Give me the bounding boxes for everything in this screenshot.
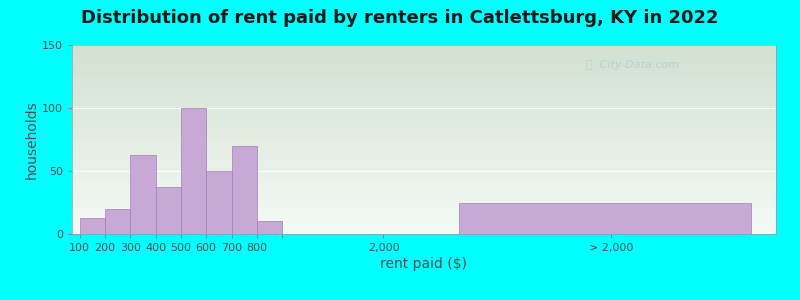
Bar bbox=[72, 79, 776, 83]
Bar bbox=[72, 94, 776, 98]
Bar bbox=[72, 64, 776, 68]
Bar bbox=[72, 204, 776, 208]
Bar bbox=[72, 215, 776, 219]
Bar bbox=[72, 151, 776, 154]
Bar bbox=[72, 56, 776, 60]
X-axis label: rent paid ($): rent paid ($) bbox=[381, 257, 467, 271]
Bar bbox=[155, 188, 181, 234]
Bar bbox=[72, 166, 776, 170]
Bar bbox=[72, 192, 776, 196]
Bar bbox=[206, 171, 231, 234]
Text: ⦿  City-Data.com: ⦿ City-Data.com bbox=[586, 60, 679, 70]
Bar bbox=[72, 230, 776, 234]
Bar bbox=[72, 98, 776, 102]
Bar bbox=[72, 102, 776, 106]
Bar bbox=[72, 140, 776, 143]
Bar bbox=[72, 147, 776, 151]
Bar bbox=[105, 209, 130, 234]
Bar bbox=[72, 162, 776, 166]
Bar bbox=[72, 113, 776, 117]
Bar bbox=[72, 52, 776, 56]
Bar bbox=[72, 189, 776, 192]
Bar bbox=[72, 181, 776, 185]
Bar bbox=[72, 185, 776, 189]
Bar bbox=[72, 49, 776, 52]
Bar bbox=[72, 90, 776, 94]
Bar bbox=[72, 173, 776, 177]
Bar bbox=[231, 146, 257, 234]
Bar bbox=[72, 45, 776, 49]
Bar bbox=[72, 117, 776, 121]
Bar bbox=[72, 83, 776, 87]
Bar bbox=[72, 128, 776, 132]
Bar bbox=[72, 154, 776, 158]
Bar bbox=[72, 132, 776, 136]
Bar bbox=[257, 221, 282, 234]
Bar bbox=[72, 223, 776, 226]
Bar bbox=[72, 71, 776, 75]
Bar bbox=[72, 106, 776, 109]
Bar bbox=[72, 226, 776, 230]
Bar bbox=[72, 219, 776, 223]
Bar bbox=[72, 211, 776, 215]
Bar bbox=[130, 154, 155, 234]
Text: Distribution of rent paid by renters in Catlettsburg, KY in 2022: Distribution of rent paid by renters in … bbox=[82, 9, 718, 27]
Bar bbox=[72, 208, 776, 211]
Bar bbox=[72, 87, 776, 90]
Bar bbox=[72, 177, 776, 181]
Bar bbox=[72, 136, 776, 140]
Bar bbox=[181, 108, 206, 234]
Y-axis label: households: households bbox=[25, 100, 39, 179]
Bar bbox=[72, 68, 776, 71]
Bar bbox=[72, 158, 776, 162]
Bar bbox=[72, 200, 776, 204]
Bar bbox=[72, 143, 776, 147]
Bar bbox=[72, 121, 776, 124]
Bar bbox=[72, 60, 776, 64]
Bar bbox=[79, 218, 105, 234]
Bar bbox=[459, 202, 750, 234]
Bar bbox=[72, 170, 776, 173]
Bar bbox=[72, 124, 776, 128]
Bar bbox=[72, 196, 776, 200]
Bar bbox=[72, 109, 776, 113]
Bar bbox=[72, 75, 776, 79]
